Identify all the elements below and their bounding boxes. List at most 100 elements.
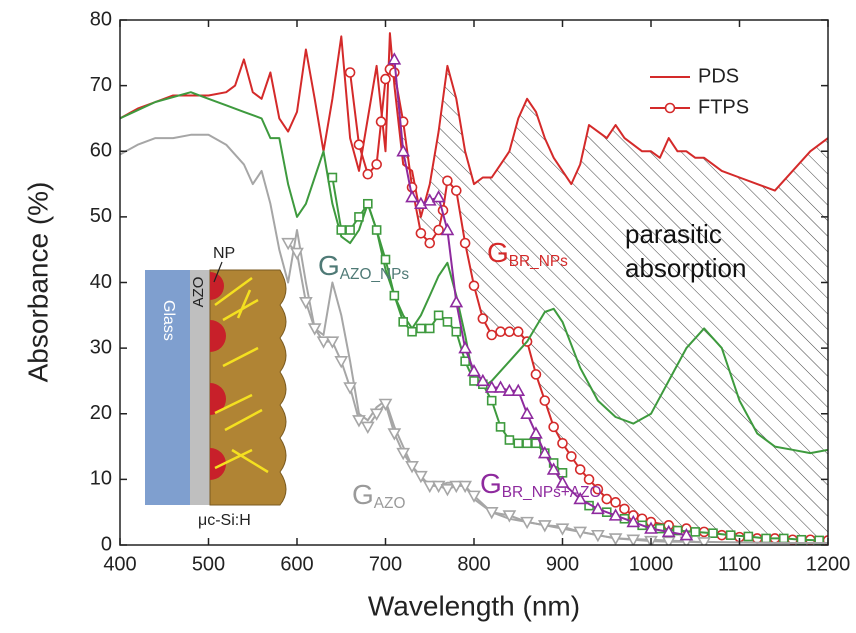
data-point (529, 426, 543, 439)
data-point (362, 168, 374, 180)
data-point (440, 222, 455, 236)
annotation: GAZO (352, 479, 405, 512)
annotation: GBR_NPs (487, 237, 568, 270)
data-point (539, 395, 551, 406)
data-point (467, 363, 481, 377)
data-point (451, 326, 462, 337)
data-point (387, 428, 402, 441)
data-point (442, 175, 453, 187)
annotation-text: absorption (625, 253, 746, 283)
data-point (343, 382, 357, 395)
data-point (316, 336, 331, 349)
data-point (380, 254, 391, 265)
data-point (450, 185, 462, 196)
data-point (601, 493, 613, 505)
annotation-subscript: BR_NPs+AZO (502, 484, 602, 501)
data-point (415, 227, 427, 239)
annotation-text: G (480, 468, 502, 499)
data-point (371, 225, 382, 235)
data-point (449, 480, 464, 494)
data-point (431, 190, 446, 203)
data-point (352, 415, 366, 428)
data-point (661, 524, 676, 538)
y-axis-label: Absorbance (%) (22, 182, 53, 383)
data-point (708, 528, 718, 538)
annotation: absorption (625, 253, 746, 283)
parasitic-hatch (389, 33, 828, 541)
data-point (475, 373, 490, 387)
data-point (398, 317, 409, 327)
data-point (573, 491, 588, 505)
data-point (449, 295, 464, 308)
data-point (520, 406, 534, 419)
data-point (484, 506, 499, 520)
data-point (396, 144, 411, 157)
y-tick-label: 20 (90, 402, 112, 424)
data-point (387, 52, 402, 65)
data-point (307, 323, 322, 336)
y-tick-label: 0 (101, 533, 112, 555)
data-point (431, 480, 446, 494)
glass-layer (145, 270, 190, 505)
data-point (495, 326, 506, 338)
series-line (120, 32, 828, 218)
data-point (459, 237, 471, 249)
si-label: μc-Si:H (198, 512, 251, 529)
data-point (761, 533, 771, 544)
y-tick-label: 80 (90, 8, 112, 30)
inset-diagram: Glass AZO NP μc-Si:H (145, 245, 287, 529)
data-point (486, 395, 497, 406)
plot-area (120, 32, 828, 545)
data-point (522, 438, 532, 449)
annotation-text: G (352, 479, 374, 510)
data-point (661, 536, 676, 545)
data-point (468, 280, 480, 292)
data-point (378, 398, 393, 412)
data-point (380, 73, 391, 85)
legend-label: FTPS (698, 96, 749, 118)
data-point (608, 508, 623, 521)
data-point (743, 531, 754, 542)
data-point (407, 326, 417, 337)
data-point (424, 323, 435, 334)
data-point (362, 198, 373, 209)
data-point (495, 422, 506, 432)
data-point (574, 464, 586, 475)
data-point (414, 470, 428, 484)
x-tick-label: 1100 (718, 553, 761, 575)
data-point (504, 326, 515, 338)
azo-layer (190, 270, 210, 505)
data-point (414, 196, 428, 209)
data-point (422, 480, 437, 494)
data-point (626, 534, 641, 545)
np-pointer (213, 261, 223, 283)
annotation-text: G (487, 237, 509, 268)
annotation-subscript: AZO_NPs (340, 266, 410, 283)
data-point (345, 225, 355, 235)
data-point (334, 356, 349, 369)
legend-label: PDS (698, 65, 739, 87)
data-point (433, 310, 444, 321)
x-tick-label: 900 (546, 553, 579, 575)
data-point (371, 159, 382, 170)
data-point (442, 317, 453, 327)
data-point (424, 237, 436, 249)
x-tick-label: 700 (369, 553, 402, 575)
x-tick-label: 600 (280, 553, 313, 575)
data-point (467, 490, 481, 503)
y-tick-label: 60 (90, 140, 112, 162)
glass-label: Glass (160, 300, 177, 341)
data-point (504, 435, 515, 445)
annotation-text: G (318, 250, 340, 281)
annotation-subscript: AZO (374, 495, 406, 512)
x-tick-label: 400 (103, 553, 136, 575)
data-point (644, 521, 658, 534)
data-point (336, 225, 347, 235)
data-point (458, 480, 473, 494)
y-tick-label: 30 (90, 336, 112, 358)
si-layer (209, 269, 287, 506)
data-point (502, 383, 517, 396)
data-point (290, 247, 304, 261)
y-tick-label: 10 (90, 468, 112, 490)
